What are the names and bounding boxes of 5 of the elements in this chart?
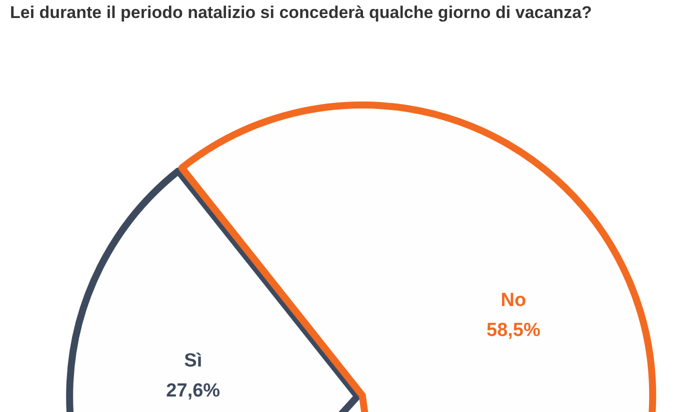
chart-title: Lei durante il periodo natalizio si concederà qualche giorno di vacanza? (10, 2, 593, 23)
data-label: 27,6% (166, 380, 220, 402)
data-label: 58,5% (486, 320, 541, 341)
slice-label: No (500, 290, 526, 311)
slice-label: Sì (184, 350, 202, 372)
